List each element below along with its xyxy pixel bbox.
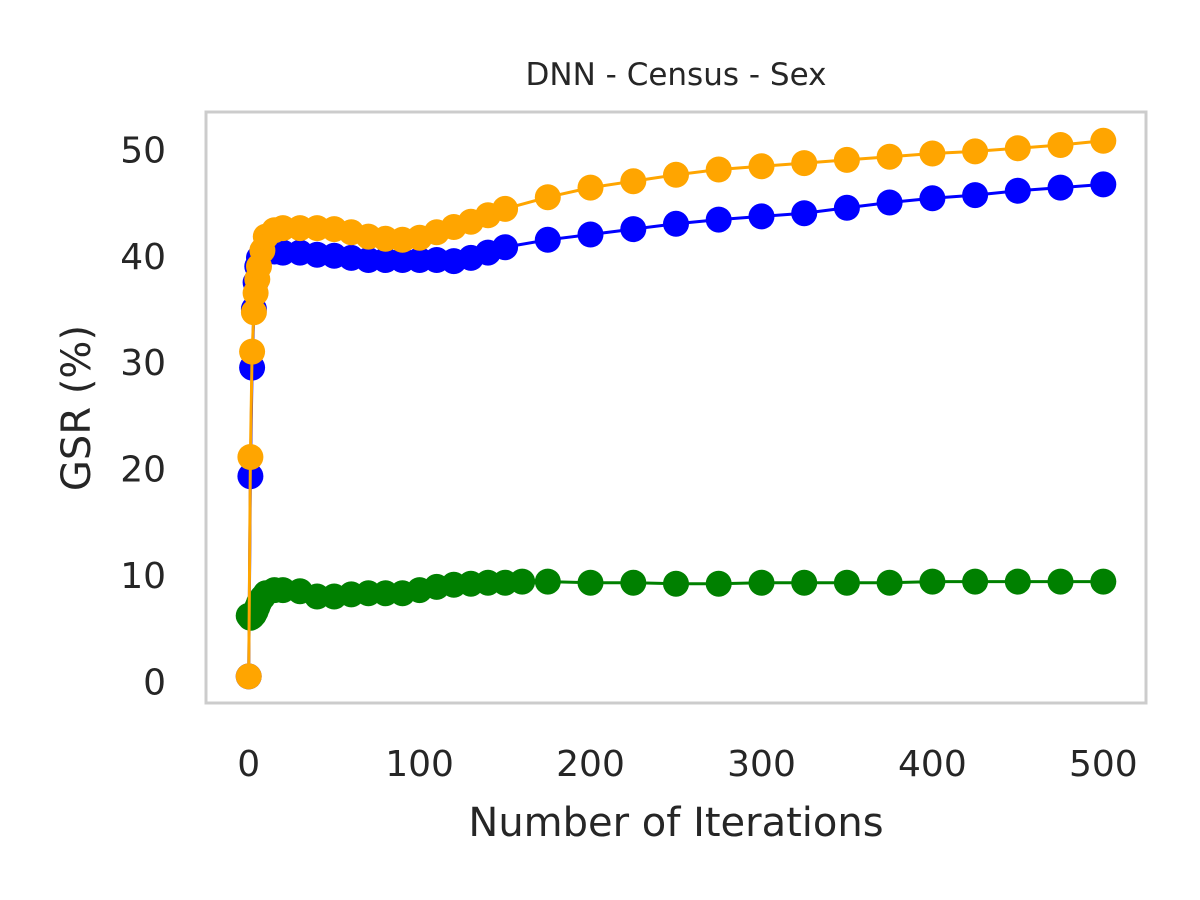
- y-tick-label: 20: [120, 450, 166, 491]
- data-point: [876, 569, 903, 596]
- data-point: [705, 570, 732, 597]
- data-point: [919, 185, 946, 212]
- data-point: [235, 663, 262, 690]
- data-point: [876, 189, 903, 216]
- data-point: [492, 195, 519, 222]
- x-tick-label: 200: [556, 744, 625, 785]
- data-point: [534, 184, 561, 211]
- data-point: [748, 569, 775, 596]
- data-point: [240, 299, 267, 326]
- x-tick-label: 500: [1069, 744, 1138, 785]
- data-point: [663, 570, 689, 597]
- plot-series: [235, 127, 1117, 690]
- x-tick-label: 0: [237, 744, 260, 785]
- data-point: [1090, 127, 1117, 154]
- y-tick-label: 30: [120, 343, 166, 384]
- data-point: [1047, 568, 1074, 595]
- data-point: [239, 338, 266, 365]
- data-point: [577, 569, 604, 596]
- data-point: [833, 146, 860, 173]
- data-point: [1004, 568, 1031, 595]
- data-point: [1090, 171, 1117, 198]
- y-tick-label: 0: [143, 663, 166, 704]
- x-axis-label: Number of Iterations: [468, 800, 883, 846]
- data-point: [962, 182, 989, 209]
- x-tick-labels: 0 100 200 300 400 500: [237, 744, 1137, 785]
- data-point: [492, 234, 519, 261]
- chart-title: DNN - Census - Sex: [526, 57, 827, 93]
- data-point: [577, 174, 604, 201]
- y-tick-labels: 0 10 20 30 40 50: [120, 130, 166, 703]
- data-point: [620, 216, 647, 243]
- data-point: [833, 569, 860, 596]
- plot-frame: [204, 110, 1148, 705]
- y-tick-label: 50: [120, 130, 166, 171]
- data-point: [748, 153, 775, 180]
- data-point: [791, 150, 818, 177]
- x-tick-label: 300: [727, 744, 796, 785]
- data-point: [705, 206, 732, 233]
- data-point: [534, 568, 561, 595]
- data-point: [1047, 174, 1074, 201]
- data-point: [1004, 135, 1031, 162]
- data-point: [833, 194, 860, 221]
- data-point: [962, 568, 989, 595]
- data-point: [748, 203, 775, 230]
- data-point: [919, 140, 946, 167]
- data-point: [876, 143, 903, 170]
- data-point: [663, 210, 689, 237]
- data-point: [509, 568, 536, 595]
- data-point: [1004, 177, 1031, 204]
- data-point: [620, 168, 647, 195]
- x-tick-label: 400: [898, 744, 967, 785]
- y-tick-label: 40: [120, 237, 166, 278]
- data-point: [620, 569, 647, 596]
- data-point: [1090, 568, 1117, 595]
- data-point: [534, 226, 561, 253]
- series-1: [235, 568, 1117, 631]
- data-point: [962, 138, 989, 165]
- data-point: [791, 569, 818, 596]
- data-point: [705, 156, 732, 183]
- data-point: [237, 444, 264, 470]
- data-point: [577, 221, 604, 248]
- data-point: [919, 568, 946, 595]
- series-2: [235, 127, 1117, 690]
- y-tick-label: 10: [120, 556, 166, 597]
- data-point: [1047, 132, 1074, 158]
- x-tick-label: 100: [385, 744, 454, 785]
- data-point: [663, 161, 689, 188]
- data-point: [791, 200, 818, 227]
- y-axis-label: GSR (%): [54, 325, 100, 491]
